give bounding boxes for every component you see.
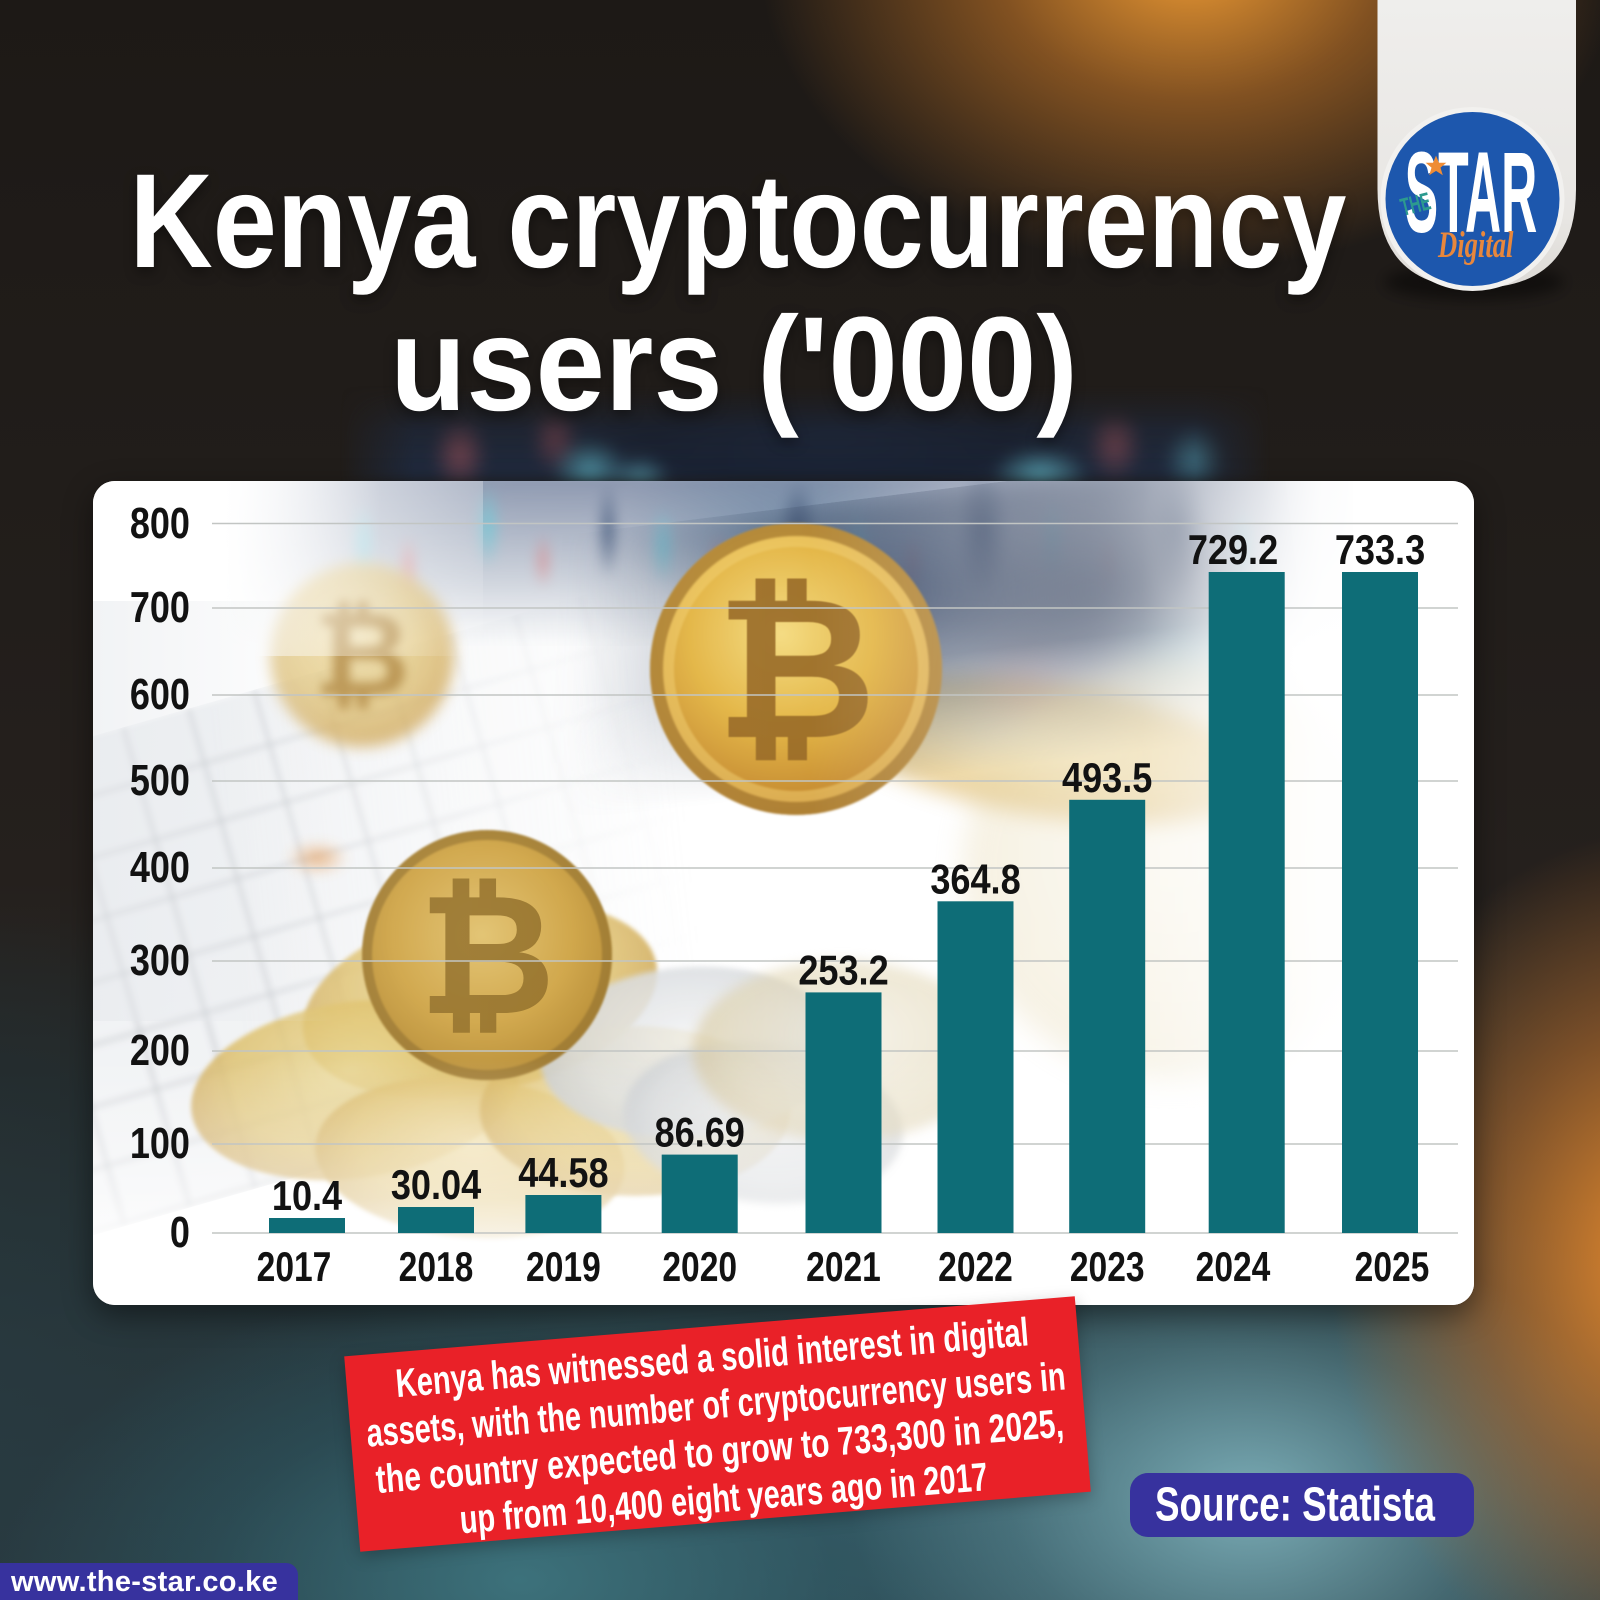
svg-text:500: 500 (130, 756, 190, 805)
svg-text:600: 600 (130, 670, 190, 719)
svg-text:493.5: 493.5 (1062, 755, 1152, 801)
svg-text:700: 700 (130, 583, 190, 632)
svg-text:2023: 2023 (1070, 1245, 1145, 1291)
svg-text:364.8: 364.8 (930, 857, 1020, 903)
svg-text:253.2: 253.2 (798, 948, 888, 994)
svg-text:2017: 2017 (257, 1245, 332, 1291)
svg-text:200: 200 (130, 1026, 190, 1075)
svg-text:2019: 2019 (526, 1245, 601, 1291)
svg-text:733.3: 733.3 (1335, 528, 1425, 574)
svg-text:300: 300 (130, 936, 190, 985)
svg-text:400: 400 (130, 843, 190, 892)
svg-text:729.2: 729.2 (1188, 528, 1278, 574)
svg-text:86.69: 86.69 (655, 1110, 745, 1156)
svg-text:2024: 2024 (1196, 1245, 1271, 1291)
svg-text:Digital: Digital (1437, 224, 1513, 265)
svg-text:100: 100 (130, 1119, 190, 1168)
svg-text:2021: 2021 (806, 1245, 881, 1291)
svg-text:30.04: 30.04 (391, 1163, 482, 1209)
svg-text:44.58: 44.58 (518, 1151, 608, 1197)
svg-text:10.4: 10.4 (272, 1174, 342, 1220)
svg-text:800: 800 (130, 499, 190, 548)
svg-text:2018: 2018 (399, 1245, 474, 1291)
svg-text:2025: 2025 (1355, 1245, 1430, 1291)
svg-text:2022: 2022 (938, 1245, 1013, 1291)
svg-text:0: 0 (170, 1208, 190, 1257)
svg-text:STAR: STAR (1405, 128, 1537, 256)
svg-text:2020: 2020 (662, 1245, 737, 1291)
